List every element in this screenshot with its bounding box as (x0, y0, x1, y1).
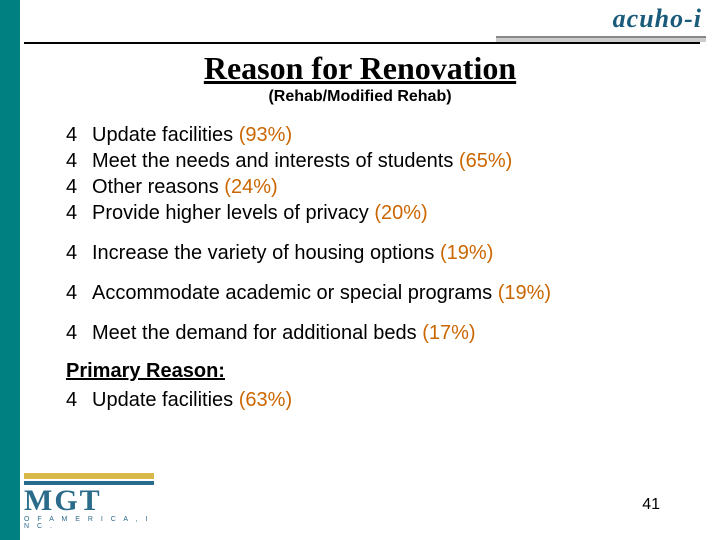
list-item: 4 Update facilities (63%) (66, 387, 686, 413)
bullet-icon: 4 (66, 174, 92, 200)
bullet-icon: 4 (66, 387, 92, 413)
bullet-icon: 4 (66, 122, 92, 148)
logo-bar-gold (24, 473, 154, 479)
mgt-logo: MGT O F A M E R I C A , I N C . (24, 473, 154, 530)
percent-value: (19%) (440, 242, 493, 264)
bullet-label: Accommodate academic or special programs… (92, 280, 686, 306)
slide-title: Reason for Renovation (0, 50, 720, 87)
percent-value: (93%) (239, 124, 292, 146)
bullet-icon: 4 (66, 320, 92, 346)
percent-value: (17%) (422, 322, 475, 344)
bullet-label: Increase the variety of housing options … (92, 240, 686, 266)
list-item: 4 Provide higher levels of privacy (20%) (66, 200, 686, 226)
list-item: 4 Increase the variety of housing option… (66, 240, 686, 266)
percent-value: (63%) (239, 389, 292, 411)
percent-value: (65%) (459, 150, 512, 172)
bullet-group-1: 4 Update facilities (93%) 4 Meet the nee… (66, 122, 686, 226)
primary-reason-heading: Primary Reason: (66, 360, 686, 383)
percent-value: (24%) (224, 176, 277, 198)
acuho-logo: acuho-i (613, 4, 702, 34)
header-divider (24, 42, 700, 44)
mgt-logo-text: MGT (24, 487, 154, 514)
list-item: 4 Update facilities (93%) (66, 122, 686, 148)
bullet-icon: 4 (66, 200, 92, 226)
slide-subtitle: (Rehab/Modified Rehab) (0, 88, 720, 106)
bullet-label: Meet the needs and interests of students… (92, 148, 686, 174)
mgt-logo-subtext: O F A M E R I C A , I N C . (24, 516, 154, 530)
bullet-label: Other reasons (24%) (92, 174, 686, 200)
bullet-label: Meet the demand for additional beds (17%… (92, 320, 686, 346)
content-area: 4 Update facilities (93%) 4 Meet the nee… (66, 122, 686, 413)
bullet-group-2: 4 Increase the variety of housing option… (66, 240, 686, 346)
bullet-icon: 4 (66, 148, 92, 174)
bullet-label: Provide higher levels of privacy (20%) (92, 200, 686, 226)
list-item: 4 Meet the needs and interests of studen… (66, 148, 686, 174)
page-number: 41 (642, 496, 660, 514)
bullet-label: Update facilities (93%) (92, 122, 686, 148)
percent-value: (19%) (498, 282, 551, 304)
bullet-label: Update facilities (63%) (92, 387, 686, 413)
list-item: 4 Accommodate academic or special progra… (66, 280, 686, 306)
list-item: 4 Other reasons (24%) (66, 174, 686, 200)
bullet-icon: 4 (66, 280, 92, 306)
list-item: 4 Meet the demand for additional beds (1… (66, 320, 686, 346)
bullet-icon: 4 (66, 240, 92, 266)
percent-value: (20%) (374, 202, 427, 224)
